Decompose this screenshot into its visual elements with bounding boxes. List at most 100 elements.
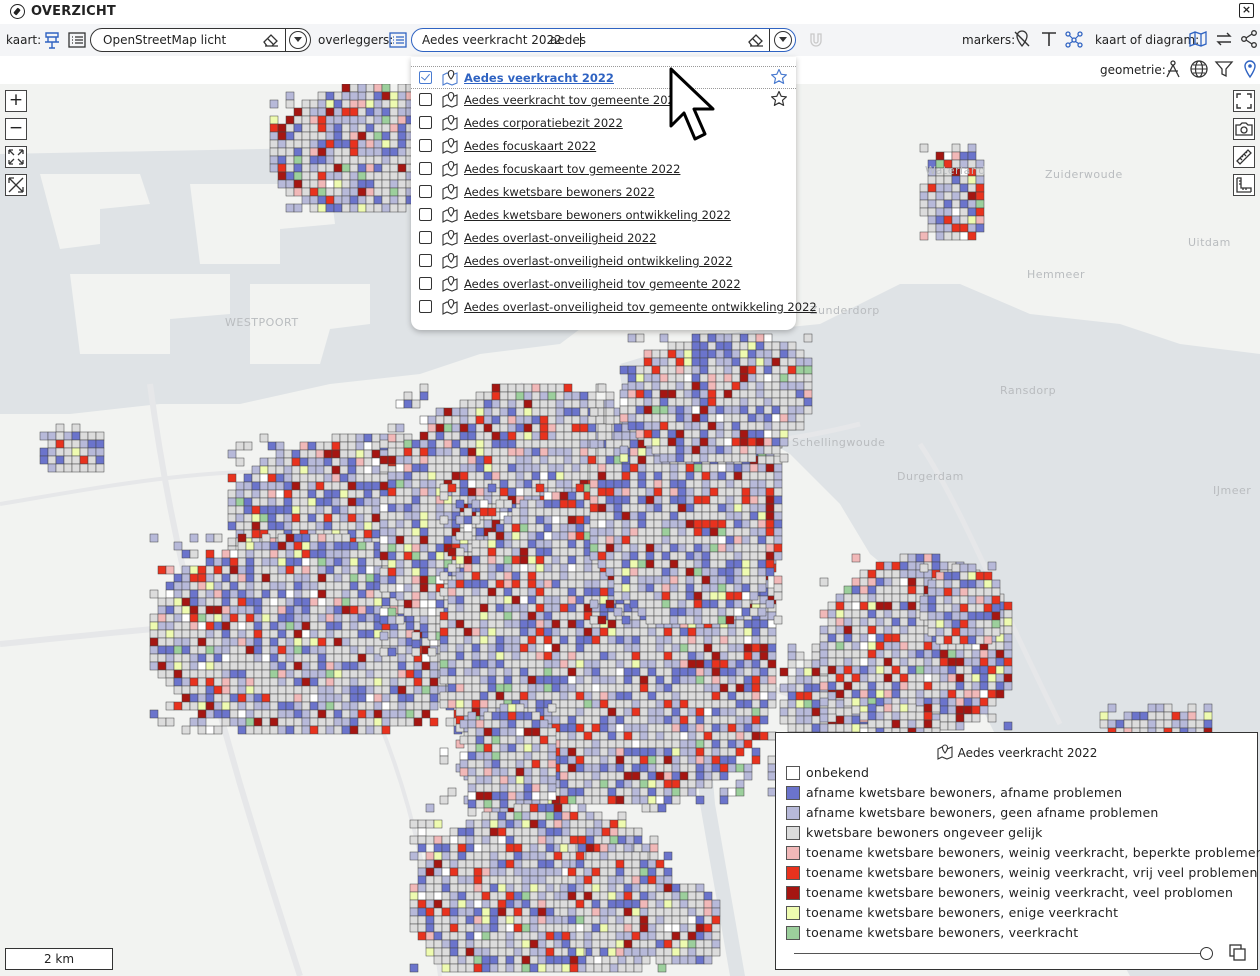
grid-cell: [629, 575, 639, 585]
grid-cell: [357, 677, 367, 687]
grid-cell: [381, 709, 391, 719]
grid-cell: [527, 531, 537, 541]
grid-cell: [427, 415, 437, 425]
grid-cell: [269, 621, 279, 631]
grid-cell: [559, 643, 569, 653]
grid-cell: [587, 447, 597, 457]
filter-icon[interactable]: [1214, 59, 1234, 79]
grid-cell: [405, 717, 415, 727]
location-pin-icon[interactable]: [1240, 59, 1260, 79]
overlay-selected-chip[interactable]: Aedes veerkracht 2022: [422, 33, 562, 47]
grid-cell: [613, 471, 623, 481]
chevron-down-icon[interactable]: [289, 31, 307, 49]
grid-cell: [237, 541, 247, 551]
grid-cell: [253, 725, 263, 735]
grid-cell: [583, 627, 593, 637]
grid-cell: [679, 723, 689, 733]
grid-cell: [671, 715, 681, 725]
overlay-search-input[interactable]: aedes: [550, 33, 586, 47]
grid-cell: [607, 651, 617, 661]
grid-cell: [435, 599, 445, 609]
grid-cell: [743, 707, 753, 717]
grid-cell: [575, 675, 585, 685]
grid-cell: [197, 717, 207, 727]
basemap-select[interactable]: OpenStreetMap licht: [90, 28, 311, 52]
chevron-down-icon[interactable]: [774, 31, 792, 49]
list-icon[interactable]: [388, 30, 408, 50]
close-icon[interactable]: ×: [1239, 3, 1254, 18]
grid-cell: [661, 503, 671, 513]
grid-cell: [661, 527, 671, 537]
grid-cell: [357, 637, 367, 647]
grid-cell: [619, 453, 629, 463]
eraser-icon[interactable]: [747, 33, 765, 47]
grid-cell: [301, 645, 311, 655]
map-icon[interactable]: [1188, 29, 1208, 49]
marker-off-icon[interactable]: [1012, 29, 1032, 49]
list-icon[interactable]: [67, 30, 87, 50]
grid-cell: [269, 653, 279, 663]
grid-cell: [499, 423, 509, 433]
grid-cell: [411, 399, 421, 409]
grid-cell: [267, 497, 277, 507]
grid-cell: [429, 685, 439, 695]
grid-cell: [445, 717, 455, 727]
grid-cell: [711, 675, 721, 685]
overlay-search-field[interactable]: Aedes veerkracht 2022 aedes: [411, 28, 796, 52]
grid-cell: [653, 583, 663, 593]
grid-cell: [189, 533, 199, 543]
grid-cell: [503, 539, 513, 549]
grid-cell: [575, 603, 585, 613]
person-compass-icon[interactable]: [1163, 59, 1183, 79]
grid-cell: [379, 631, 389, 641]
grid-cell: [347, 441, 357, 451]
grid-cell: [253, 565, 263, 575]
grid-cell: [725, 591, 735, 601]
grid-cell: [403, 511, 413, 521]
share-icon[interactable]: [1239, 29, 1259, 49]
grid-cell: [669, 583, 679, 593]
grid-cell: [597, 495, 607, 505]
grid-cell: [691, 445, 701, 455]
swap-icon[interactable]: [1214, 29, 1234, 49]
grid-cell: [605, 503, 615, 513]
grid-cell: [559, 611, 569, 621]
grid-cell: [507, 431, 517, 441]
grid-cell: [693, 575, 703, 585]
grid-cell: [237, 661, 247, 671]
grid-cell: [759, 715, 769, 725]
grid-cell: [575, 627, 585, 637]
grid-cell: [639, 731, 649, 741]
grid-cell: [719, 787, 729, 797]
grid-cell: [543, 667, 553, 677]
magnet-icon[interactable]: [806, 30, 826, 50]
grid-cell: [727, 691, 737, 701]
globe-icon[interactable]: [1189, 59, 1209, 79]
text-icon[interactable]: [1039, 29, 1059, 49]
grid-cell: [349, 717, 359, 727]
grid-cell: [519, 595, 529, 605]
grid-cell: [189, 613, 199, 623]
grid-cell: [661, 471, 671, 481]
grid-cell: [419, 391, 429, 401]
grid-cell: [315, 465, 325, 475]
grid-cell: [629, 471, 639, 481]
grid-cell: [365, 541, 375, 551]
network-icon[interactable]: [1064, 29, 1084, 49]
grid-cell: [243, 513, 253, 523]
grid-cell: [627, 381, 637, 391]
grid-cell: [579, 455, 589, 465]
grid-cell: [515, 479, 525, 489]
grid-cell: [655, 651, 665, 661]
grid-cell: [621, 487, 631, 497]
grid-cell: [341, 597, 351, 607]
grid-cell: [597, 559, 607, 569]
grid-cell: [555, 407, 565, 417]
grid-cell: [221, 709, 231, 719]
grid-cell: [395, 519, 405, 529]
grid-cell: [463, 619, 473, 629]
layers-icon[interactable]: [42, 30, 62, 50]
eraser-icon[interactable]: [262, 33, 280, 47]
grid-cell: [743, 715, 753, 725]
grid-cell: [607, 795, 617, 805]
